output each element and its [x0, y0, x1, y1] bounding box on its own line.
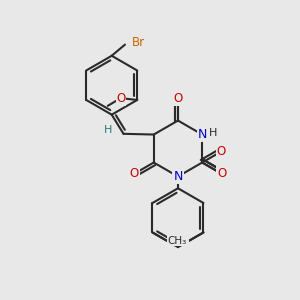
Text: N: N: [173, 170, 183, 183]
Text: O: O: [173, 92, 183, 105]
Text: O: O: [173, 92, 183, 105]
Text: H: H: [104, 126, 112, 136]
Text: N: N: [197, 128, 207, 141]
Text: H: H: [209, 127, 218, 137]
Text: O: O: [116, 92, 126, 105]
Text: O: O: [217, 145, 226, 158]
Text: O: O: [130, 167, 139, 180]
Text: O: O: [217, 167, 226, 180]
Text: Br: Br: [131, 37, 145, 50]
Text: CH₃: CH₃: [168, 236, 187, 245]
Text: N: N: [198, 128, 208, 141]
Text: Br: Br: [132, 36, 146, 49]
Text: CH₃: CH₃: [169, 236, 188, 245]
Text: O: O: [217, 167, 226, 180]
Text: N: N: [173, 170, 183, 183]
Text: O: O: [116, 92, 126, 105]
Text: H: H: [209, 128, 218, 138]
Text: H: H: [104, 125, 112, 135]
